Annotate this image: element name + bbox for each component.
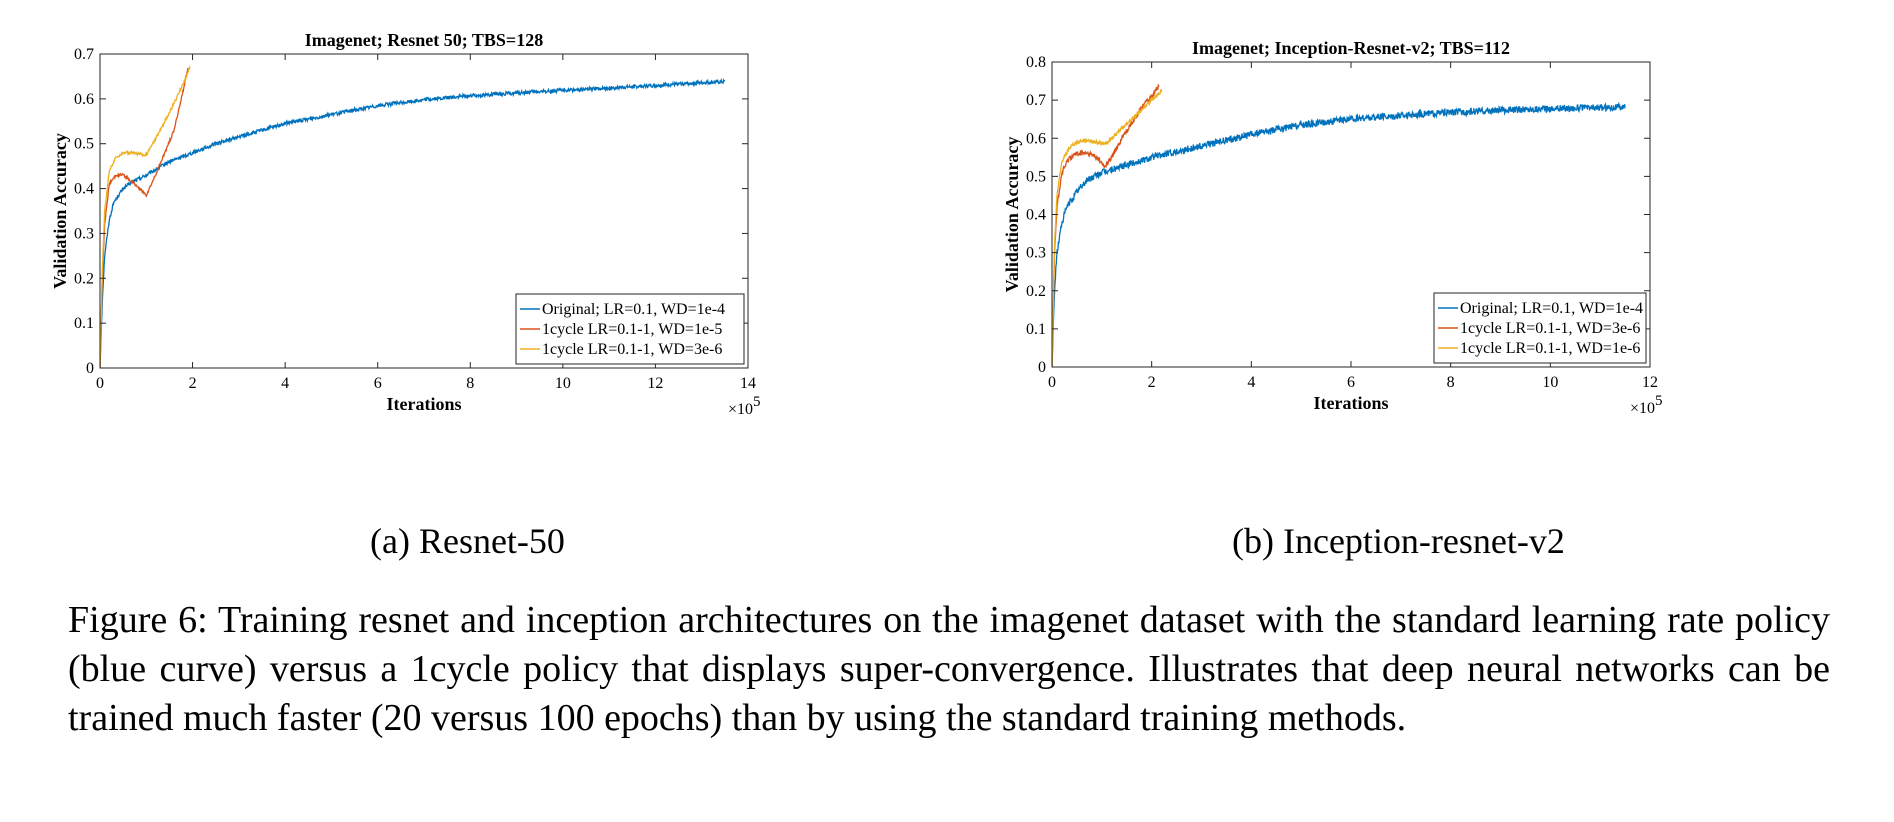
x-tick-label: 12	[1642, 374, 1658, 391]
x-tick-label: 0	[96, 375, 104, 392]
x-tick-label: 14	[740, 375, 756, 392]
x-tick-label: 12	[647, 375, 663, 392]
resnet50-chart: Imagenet; Resnet 50; TBS=128 0 2 4 6 8 10 12 14 0…	[50, 30, 761, 418]
y-tick-label: 0.8	[1026, 54, 1046, 71]
y-tick-label: 0.4	[1026, 207, 1046, 224]
y-tick-label: 0.4	[74, 181, 94, 198]
series-line-0	[100, 77, 726, 368]
chart-title: Imagenet; Inception-Resnet-v2; TBS=112	[1192, 38, 1510, 58]
y-tick-label: 0	[1038, 359, 1046, 376]
x-tick-label: 0	[1048, 374, 1056, 391]
legend-entry-2: 1cycle LR=0.1-1, WD=1e-6	[1460, 340, 1640, 357]
series-group	[1052, 83, 1626, 367]
x-tick-label: 2	[1148, 374, 1156, 391]
x-multiplier-label: ×105	[728, 394, 761, 418]
y-tick-label: 0.5	[1026, 168, 1046, 185]
legend-entry-0: Original; LR=0.1, WD=1e-4	[1460, 300, 1643, 317]
legend: Original; LR=0.1, WD=1e-4 1cycle LR=0.1-1…	[1433, 292, 1647, 364]
x-multiplier-exp: 5	[1655, 393, 1663, 409]
x-tick-label: 4	[281, 375, 289, 392]
plot-frame	[99, 53, 749, 369]
y-tick-label: 0.6	[74, 91, 94, 108]
series-group	[100, 65, 726, 368]
figure-caption: Figure 6: Training resnet and inception …	[68, 599, 1830, 739]
series-line-2	[1052, 88, 1163, 367]
x-tick-label: 8	[466, 375, 474, 392]
legend-entry-1: 1cycle LR=0.1-1, WD=3e-6	[1460, 320, 1640, 337]
series-line-0	[1052, 101, 1626, 367]
inception-resnet-chart: Imagenet; Inception-Resnet-v2; TBS=112 0 2…	[1002, 38, 1663, 417]
legend-box	[1433, 292, 1647, 364]
x-tick-label: 10	[1542, 374, 1558, 391]
legend-entry-1: 1cycle LR=0.1-1, WD=1e-5	[542, 321, 722, 338]
y-axis-label: Validation Accuracy	[1002, 137, 1022, 293]
x-tick-label: 4	[1247, 374, 1255, 391]
subcaption-inception-resnet: (b) Inception-resnet-v2	[1232, 521, 1565, 561]
series-line-1	[100, 67, 189, 368]
subcaption-resnet50: (a) Resnet-50	[370, 521, 565, 561]
y-tick-label: 0.1	[74, 315, 94, 332]
legend: Original; LR=0.1, WD=1e-4 1cycle LR=0.1-1…	[515, 293, 745, 365]
y-tick-label: 0.2	[1026, 283, 1046, 300]
x-axis-label: Iterations	[387, 394, 462, 414]
legend-entry-2: 1cycle LR=0.1-1, WD=3e-6	[542, 341, 722, 358]
legend-box	[515, 293, 745, 365]
y-axis-label: Validation Accuracy	[50, 133, 70, 289]
x-tick-label: 10	[555, 375, 571, 392]
legend-entry-0: Original; LR=0.1, WD=1e-4	[542, 301, 725, 318]
x-multiplier-label: ×105	[1630, 393, 1663, 417]
x-multiplier-base: ×10	[1630, 400, 1655, 417]
x-tick-label: 8	[1447, 374, 1455, 391]
y-tick-label: 0.7	[74, 46, 94, 63]
y-tick-label: 0.5	[74, 136, 94, 153]
y-tick-label: 0.6	[1026, 130, 1046, 147]
y-tick-label: 0.3	[1026, 245, 1046, 262]
series-line-2	[100, 65, 191, 368]
y-tick-label: 0.3	[74, 225, 94, 242]
y-tick-label: 0	[86, 360, 94, 377]
series-line-1	[1052, 83, 1160, 367]
x-axis-label: Iterations	[1314, 393, 1389, 413]
y-tick-label: 0.1	[1026, 321, 1046, 338]
x-tick-label: 2	[189, 375, 197, 392]
y-tick-label: 0.2	[74, 270, 94, 287]
x-multiplier-exp: 5	[753, 394, 761, 410]
x-multiplier-base: ×10	[728, 401, 753, 418]
chart-title: Imagenet; Resnet 50; TBS=128	[305, 30, 543, 50]
x-tick-label: 6	[374, 375, 382, 392]
x-tick-label: 6	[1347, 374, 1355, 391]
y-tick-label: 0.7	[1026, 92, 1046, 109]
